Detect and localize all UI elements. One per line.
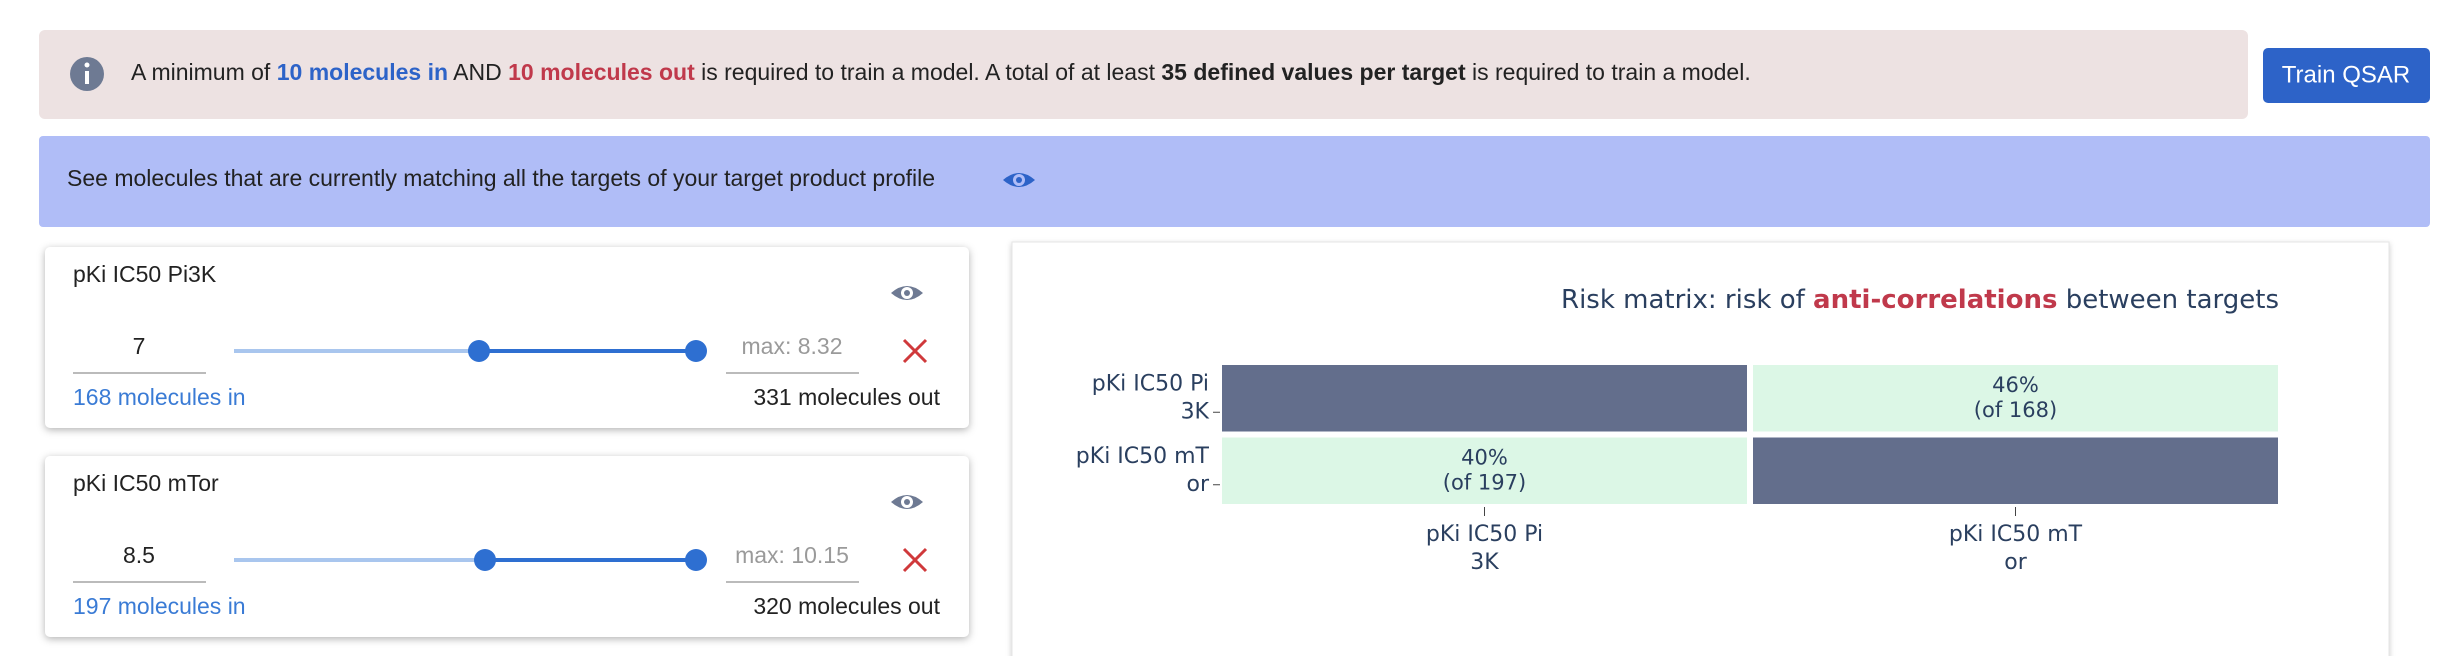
x-tick-label: pKi IC50 Pi — [1426, 522, 1543, 547]
chart-title: Risk matrix: risk of anti-correlations b… — [1561, 285, 2279, 315]
text: 10 molecules out — [508, 59, 695, 85]
x-tick-label: pKi IC50 mT — [1949, 522, 2083, 547]
molecules-in: 168 molecules in — [73, 384, 246, 410]
eye-pupil[interactable] — [904, 499, 910, 505]
cell-label: (of 197) — [1443, 470, 1526, 494]
match-text: See molecules that are currently matchin… — [67, 165, 935, 191]
max-input[interactable]: max: 10.15 — [735, 542, 849, 568]
text: is required to train a model. — [1466, 59, 1751, 85]
slider-handle[interactable] — [685, 340, 707, 362]
target-eye[interactable] — [891, 495, 923, 509]
target-name: pKi IC50 mTor — [73, 470, 219, 496]
molecules-out: 331 molecules out — [753, 384, 940, 410]
y-tick-label: pKi IC50 Pi — [1092, 371, 1209, 396]
text: Risk matrix: risk of — [1561, 285, 1813, 315]
max-input[interactable]: max: 8.32 — [742, 333, 843, 359]
target-card — [45, 247, 969, 428]
molecules-out: 320 molecules out — [753, 593, 940, 619]
diagonal-cell — [1222, 365, 1747, 432]
button-label[interactable]: Train QSAR — [2282, 61, 2410, 88]
slider-handle[interactable] — [685, 549, 707, 571]
target-card — [45, 456, 969, 637]
match-banner — [39, 136, 2430, 227]
cell-label: 40% — [1461, 445, 1508, 469]
slider-handle[interactable] — [468, 340, 490, 362]
diagonal-cell — [1753, 437, 2278, 504]
cell — [1222, 437, 1747, 504]
cell — [1753, 365, 2278, 432]
text: AND — [448, 59, 508, 85]
text: anti-correlations — [1813, 285, 2057, 315]
button-bg[interactable] — [2263, 48, 2430, 103]
text: is required to train a model. A total of… — [695, 59, 1162, 85]
info-icon-dot — [84, 62, 90, 68]
info-text: A minimum of 10 molecules in AND 10 mole… — [131, 59, 1751, 85]
cell-label: (of 168) — [1974, 398, 2057, 422]
text: 10 molecules in — [277, 59, 448, 85]
x-tick-label: or — [2004, 550, 2027, 575]
eye-pupil[interactable] — [1016, 177, 1022, 183]
slider-handle[interactable] — [474, 549, 496, 571]
molecules-in: 197 molecules in — [73, 593, 246, 619]
cell-label: 46% — [1992, 373, 2039, 397]
min-input[interactable]: 7 — [133, 333, 146, 359]
eye-pupil[interactable] — [904, 290, 910, 296]
x-tick-label: 3K — [1470, 550, 1499, 575]
min-input[interactable]: 8.5 — [123, 542, 155, 568]
target-eye[interactable] — [891, 286, 923, 300]
match-eye[interactable] — [1003, 173, 1035, 187]
train-button[interactable]: Train QSAR — [2263, 48, 2430, 103]
y-tick-label: 3K — [1181, 399, 1210, 424]
info-icon-bar — [85, 71, 89, 84]
y-tick-label: pKi IC50 mT — [1076, 444, 1210, 469]
remove-icon[interactable] — [902, 547, 928, 573]
y-tick-label: or — [1186, 472, 1209, 497]
text: 35 defined values per target — [1161, 59, 1466, 85]
target-name: pKi IC50 Pi3K — [73, 261, 217, 287]
info-banner — [39, 30, 2248, 119]
text: A minimum of — [131, 59, 277, 85]
remove-icon[interactable] — [902, 338, 928, 364]
text: between targets — [2057, 285, 2279, 315]
